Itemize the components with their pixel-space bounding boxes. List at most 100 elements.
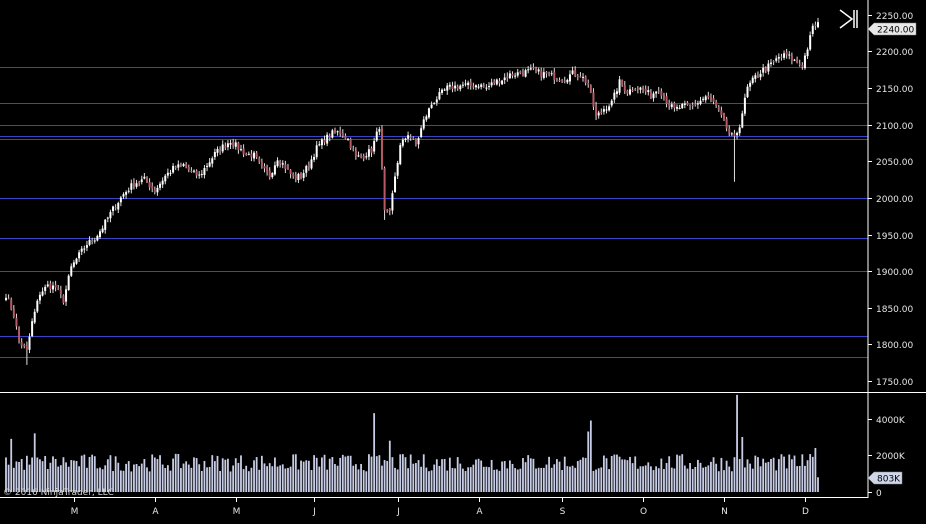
candle-body	[344, 135, 347, 139]
candle-body	[464, 83, 467, 85]
candle-body	[506, 76, 509, 79]
volume-bar	[166, 465, 169, 492]
candle-body	[349, 138, 352, 149]
candle-body	[237, 142, 240, 150]
volume-bar	[245, 465, 248, 492]
volume-bar	[401, 454, 404, 492]
volume-bar	[266, 466, 268, 492]
volume-bar	[764, 462, 767, 492]
candle-body	[161, 180, 164, 185]
candle-body	[723, 113, 726, 120]
volume-bar	[741, 437, 744, 492]
volume-bar	[702, 467, 705, 492]
candle-body	[263, 166, 266, 169]
volume-bar	[772, 457, 775, 492]
candle-body	[681, 104, 684, 109]
candle-body	[783, 53, 786, 58]
volume-bar	[605, 458, 608, 492]
candle-body	[542, 72, 545, 78]
volume-bar	[694, 466, 697, 492]
candle-body	[647, 90, 650, 93]
candle-body	[519, 71, 522, 74]
volume-bar	[302, 461, 305, 492]
candle-body	[33, 311, 36, 323]
candle-body	[104, 219, 107, 230]
candle-body	[49, 283, 52, 290]
candle-body	[31, 321, 34, 337]
candle-body	[365, 156, 368, 158]
skip-to-end-icon[interactable]	[836, 7, 862, 31]
volume-bar	[362, 470, 365, 492]
volume-bar	[341, 454, 344, 492]
candle-body	[743, 97, 746, 114]
volume-tick-label: 2000K	[876, 452, 906, 462]
volume-bar	[650, 466, 652, 492]
candle-body	[454, 85, 457, 89]
volume-bar	[569, 466, 571, 492]
volume-bar	[396, 469, 399, 492]
volume-bar	[529, 458, 532, 492]
volume-bar	[190, 467, 193, 492]
candle-body	[57, 288, 60, 290]
scroll-to-end-button[interactable]	[836, 7, 862, 31]
volume-bar	[174, 453, 177, 492]
price-tick-label: 1800.00	[876, 341, 913, 351]
volume-bar	[425, 467, 428, 492]
candle-body	[75, 258, 78, 264]
volume-bar	[441, 459, 443, 492]
candle-body	[425, 116, 428, 120]
candle-body	[284, 164, 287, 169]
candle-body	[143, 176, 146, 179]
candle-body	[720, 110, 723, 116]
volume-bar	[793, 455, 796, 492]
candle-body	[456, 86, 459, 89]
candle-body	[480, 84, 483, 87]
candle-body	[516, 72, 519, 76]
candle-body	[7, 298, 10, 300]
volume-bar	[354, 464, 357, 492]
candle-body	[785, 52, 788, 55]
month-tick-label: J	[396, 507, 400, 517]
candle-body	[595, 105, 598, 117]
candle-body	[328, 136, 331, 138]
candle-body	[341, 132, 344, 137]
volume-bar	[23, 469, 26, 492]
volume-bar	[746, 459, 749, 492]
volume-bar	[216, 455, 219, 492]
candle-body	[621, 80, 624, 86]
volume-bar	[213, 461, 216, 492]
volume-bar	[462, 468, 464, 492]
candle-body	[373, 140, 376, 152]
candle-body	[772, 61, 775, 63]
candle-body	[446, 85, 449, 91]
volume-bar	[639, 466, 642, 492]
candle-body	[310, 159, 313, 169]
candle-body	[362, 155, 365, 159]
volume-bar	[511, 463, 514, 492]
copyright-text: © 2016 NinjaTrader, LLC	[3, 488, 114, 498]
volume-bar	[412, 463, 415, 492]
candle-body	[159, 183, 162, 188]
volume-bar	[736, 394, 738, 492]
volume-bar	[683, 465, 686, 492]
candle-body	[219, 149, 222, 152]
volume-bar	[707, 465, 710, 492]
volume-bar	[12, 467, 15, 492]
volume-bar	[435, 459, 438, 492]
month-tick-label: M	[233, 507, 241, 517]
volume-bar	[328, 458, 331, 492]
volume-bar	[88, 456, 91, 492]
volume-bar	[140, 463, 143, 492]
candle-body	[631, 90, 634, 92]
volume-bar	[229, 471, 232, 492]
volume-bar	[109, 455, 112, 492]
candle-body	[78, 252, 81, 259]
candle-body	[315, 145, 318, 158]
volume-bar	[657, 468, 660, 492]
volume-bar	[394, 467, 396, 492]
candle-body	[736, 132, 739, 136]
volume-bar	[300, 460, 302, 492]
candle-body	[412, 137, 415, 139]
